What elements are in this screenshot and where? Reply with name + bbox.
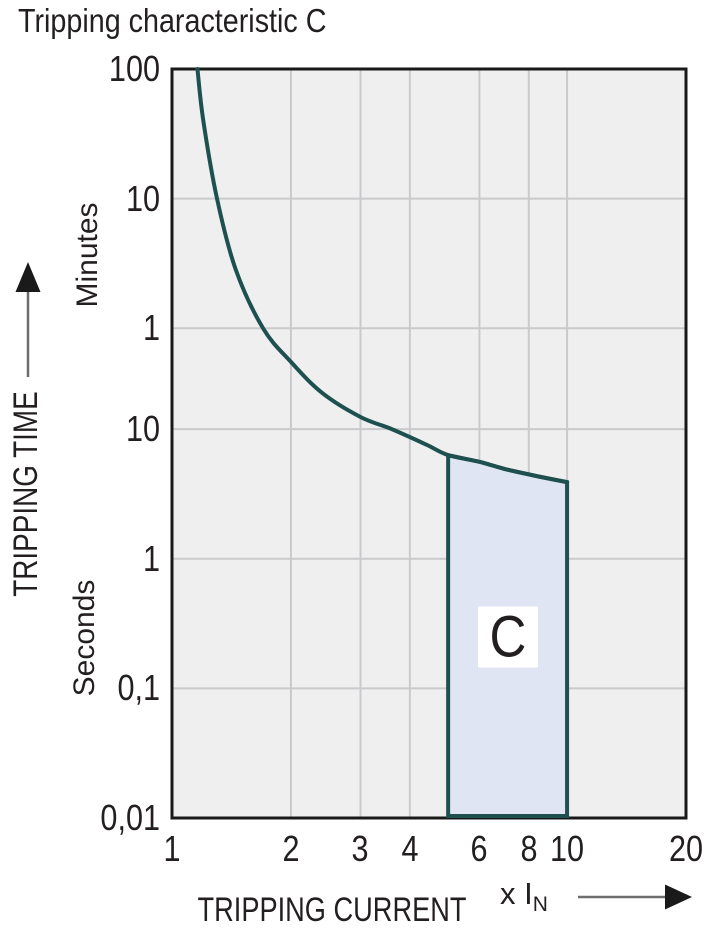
y-axis-unit-minutes: Minutes xyxy=(71,202,104,308)
y-tick-label: 100 xyxy=(108,48,160,89)
region-c-letter: C xyxy=(489,604,527,669)
x-tick-label: 6 xyxy=(470,828,488,869)
x-tick-label: 1 xyxy=(163,828,181,869)
tripping-current-axis-arrow-icon xyxy=(578,884,692,910)
x-tick-label: 4 xyxy=(401,828,419,869)
x-axis-title: TRIPPING CURRENT xyxy=(197,891,467,929)
x-tick-label: 8 xyxy=(520,828,538,869)
x-axis-unit: x IN xyxy=(500,878,548,915)
x-tick-label: 20 xyxy=(668,828,704,869)
x-axis-unit-subscript: N xyxy=(532,893,548,917)
tripping-curve xyxy=(195,67,570,485)
plot-area xyxy=(172,69,686,818)
y-tick-label: 0,01 xyxy=(100,797,160,838)
y-tick-label: 10 xyxy=(125,177,160,219)
x-tick-label: 2 xyxy=(282,828,300,869)
chart-layer xyxy=(170,67,688,820)
x-axis-unit-prefix: x I xyxy=(500,876,533,911)
region-c-label: C xyxy=(477,604,538,669)
chart-title: Tripping characteristic C xyxy=(18,2,327,39)
x-tick-label: 10 xyxy=(550,828,585,869)
y-tick-label: 10 xyxy=(125,408,160,450)
tripping-time-axis-arrow-icon xyxy=(15,262,41,377)
plot-border xyxy=(170,67,688,820)
x-tick-label: 3 xyxy=(351,828,369,869)
y-tick-label: 1 xyxy=(142,537,160,579)
y-tick-label: 0,1 xyxy=(117,667,160,709)
y-tick-label: 1 xyxy=(142,307,160,349)
